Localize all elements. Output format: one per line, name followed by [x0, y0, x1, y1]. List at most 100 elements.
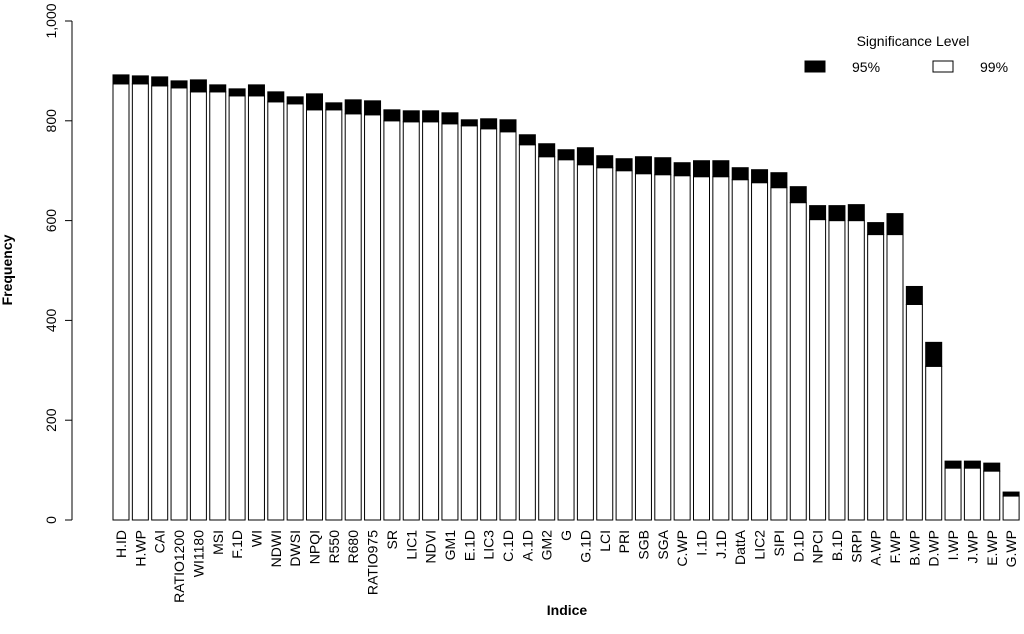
bar-segment	[944, 460, 962, 469]
bar-segment	[112, 83, 130, 521]
bar-segment	[518, 134, 536, 146]
x-tick-label: LIC1	[403, 530, 419, 560]
x-tick-label: NPCI	[810, 530, 826, 563]
bar-segment	[499, 131, 517, 521]
bar-segment	[170, 80, 188, 89]
bar-segment	[422, 121, 440, 521]
bar-segment	[112, 74, 130, 85]
bar-segment	[189, 79, 207, 93]
bar-segment	[963, 467, 981, 521]
y-tick-label: 0	[43, 516, 59, 524]
bar-segment	[557, 149, 575, 161]
bar-segment	[441, 112, 459, 125]
bar-segment	[789, 186, 807, 204]
x-tick-label: NDWI	[268, 530, 284, 567]
bar-segment	[209, 91, 227, 521]
x-tick-label: LIC3	[481, 530, 497, 560]
x-tick-label: H.ID	[113, 530, 129, 558]
bar-segment	[963, 460, 981, 469]
bar-segment	[460, 119, 478, 127]
y-tick-label: 1,000	[43, 3, 59, 38]
x-tick-label: A.WP	[868, 530, 884, 566]
x-tick-label: SGA	[655, 529, 671, 559]
bar-segment	[983, 470, 1001, 521]
x-tick-label: J.WP	[964, 530, 980, 563]
bar-segment	[867, 222, 885, 236]
bar-segment	[576, 147, 594, 166]
bar-segment	[886, 213, 904, 236]
x-tick-label: C.1D	[500, 530, 516, 562]
x-tick-label: F.1D	[229, 530, 245, 559]
bar-segment	[847, 220, 865, 521]
bar-segment	[364, 100, 382, 116]
x-tick-label: DWSI	[287, 530, 303, 567]
bar-segment	[247, 84, 265, 97]
x-tick-label: G.1D	[577, 530, 593, 563]
bar-segment	[809, 205, 827, 221]
x-tick-label: SR	[384, 530, 400, 549]
bar-segment	[905, 303, 923, 521]
x-tick-label: D.WP	[926, 530, 942, 567]
bar-segment	[673, 162, 691, 177]
bar-segment	[789, 202, 807, 521]
bar-segment	[770, 172, 788, 189]
bar-segment	[228, 88, 246, 97]
bar-segment	[131, 83, 149, 521]
x-axis-title: Indice	[547, 602, 588, 618]
bar-segment	[228, 95, 246, 521]
x-tick-label: MSI	[210, 530, 226, 555]
y-axis-title: Frequency	[0, 234, 15, 305]
bar-segment	[809, 219, 827, 521]
bar-segment	[131, 75, 149, 85]
bar-segment	[325, 102, 343, 111]
x-tick-label: J.1D	[713, 530, 729, 559]
bar-segment	[538, 156, 556, 521]
x-tick-label: NPQI	[307, 530, 323, 564]
bar-segment	[654, 157, 672, 176]
bar-segment	[306, 109, 323, 521]
x-tick-label: B.1D	[829, 530, 845, 561]
bar-segment	[286, 96, 304, 105]
bar-segment	[731, 167, 749, 181]
legend-label: 99%	[980, 59, 1008, 75]
x-tick-label: E.1D	[461, 530, 477, 561]
bar-segment	[189, 91, 207, 521]
y-tick-label: 800	[43, 109, 59, 133]
y-tick-label: 400	[43, 309, 59, 333]
bar-segment	[886, 234, 904, 521]
x-tick-label: SIPI	[771, 530, 787, 556]
bar-segment	[1002, 491, 1020, 497]
bar-segment	[151, 76, 169, 87]
bar-segment	[460, 125, 478, 521]
bar-segment	[596, 167, 614, 521]
x-tick-label: LIC2	[752, 530, 768, 560]
bar-segment	[422, 110, 440, 123]
x-tick-label: I.1D	[694, 530, 710, 556]
bar-segment	[557, 159, 575, 521]
x-tick-label: GM2	[539, 530, 555, 561]
legend-swatch	[804, 60, 826, 73]
x-tick-label: E.WP	[984, 530, 1000, 566]
bar-segment	[615, 170, 633, 521]
bar-segment	[615, 158, 633, 172]
bar-segment	[731, 179, 749, 521]
bar-segment	[751, 169, 769, 184]
bar-segment	[499, 119, 517, 133]
x-tick-label: NDVI	[423, 530, 439, 563]
bar-segment	[983, 462, 1001, 472]
x-tick-label: G.WP	[1003, 530, 1019, 567]
x-tick-label: SRPI	[848, 530, 864, 563]
bar-segment	[151, 85, 169, 521]
bar-segment	[847, 204, 865, 222]
bar-segment	[286, 103, 304, 521]
bar-segment	[634, 173, 652, 521]
bar-segment	[441, 123, 459, 521]
bar-segment	[344, 99, 362, 115]
bar-segment	[576, 164, 594, 521]
x-tick-label: RATIO975	[365, 530, 381, 595]
legend-swatch	[932, 60, 954, 73]
x-tick-label: DattA	[732, 529, 748, 565]
bar-segment	[480, 128, 498, 521]
bar-segment	[538, 143, 556, 158]
x-tick-label: G	[558, 530, 574, 541]
